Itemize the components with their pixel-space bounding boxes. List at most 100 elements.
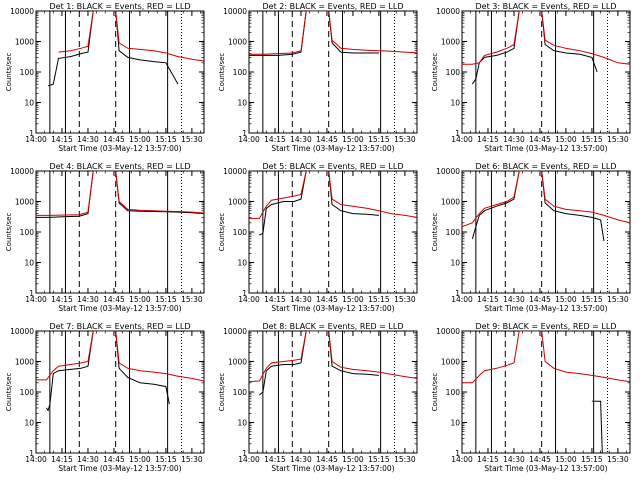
plot-frame [248,330,418,454]
series-line-events [249,11,379,56]
y-tick-label: 10 [24,99,34,108]
series-line-lld [462,331,630,384]
y-tick-label: 1000 [228,358,247,367]
y-tick-label: 1 [455,129,460,138]
plot-frame [35,170,205,294]
detector-panel-3: Det 3: BLACK = Events, RED = LLD 1 10 100 10… [431,2,631,153]
y-axis-label: Counts/sec [5,373,13,412]
x-tick-label: 14:30 [503,135,525,144]
x-tick-label: 14:15 [477,295,499,304]
detector-panel-5: Det 5: BLACK = Events, RED = LLD 1 10 100 10… [218,162,418,313]
y-tick-label: 10000 [10,327,34,336]
x-tick-label: 15:15 [368,135,390,144]
y-tick-label: 100 [20,388,35,397]
detector-panel-9: Det 9: BLACK = Events, RED = LLD 1 10 100 10… [431,322,631,473]
y-tick-label: 1000 [441,358,460,367]
x-tick-label: 15:00 [342,295,364,304]
x-tick-label: 15:15 [155,295,177,304]
x-tick-label: 14:45 [316,295,338,304]
y-axis-label: Counts/sec [5,53,13,92]
y-tick-label: 10 [450,99,460,108]
x-tick-label: 14:30 [77,135,99,144]
y-tick-label: 1000 [441,38,460,47]
x-tick-label: 15:30 [607,135,629,144]
x-tick-label: 15:00 [342,455,364,464]
x-tick-label: 15:30 [394,455,416,464]
series-line-events [36,171,204,218]
series-line-events [591,400,604,453]
panel-title: Det 2: BLACK = Events, RED = LLD [263,2,404,11]
panel-title: Det 5: BLACK = Events, RED = LLD [263,162,404,171]
detector-panel-7: Det 7: BLACK = Events, RED = LLD 1 10 100 10… [5,322,205,473]
y-tick-label: 100 [20,68,35,77]
x-tick-label: 15:00 [129,455,151,464]
x-tick-label: 15:30 [394,135,416,144]
panel-title: Det 8: BLACK = Events, RED = LLD [263,322,404,331]
y-axis-label: Counts/sec [431,213,439,252]
panel-title: Det 6: BLACK = Events, RED = LLD [476,162,617,171]
x-axis-label: Start Time (03-May-12 13:57:00) [484,464,607,473]
x-tick-label: 15:00 [342,135,364,144]
panel-title: Det 1: BLACK = Events, RED = LLD [50,2,191,11]
x-tick-label: 14:15 [264,295,286,304]
plot-frame [461,330,631,454]
plot-frame [35,330,205,454]
series-line-lld [249,171,417,219]
y-tick-label: 10000 [10,7,34,16]
x-tick-label: 14:30 [290,295,312,304]
y-tick-label: 100 [233,388,248,397]
panel-title: Det 3: BLACK = Events, RED = LLD [476,2,617,11]
y-tick-label: 10 [237,99,247,108]
x-tick-label: 15:15 [155,455,177,464]
x-tick-label: 14:30 [290,455,312,464]
x-tick-label: 15:30 [607,295,629,304]
y-axis-label: Counts/sec [5,213,13,252]
x-tick-label: 15:15 [581,295,603,304]
x-axis-label: Start Time (03-May-12 13:57:00) [271,304,394,313]
x-axis-label: Start Time (03-May-12 13:57:00) [58,144,181,153]
series-line-events [471,171,605,242]
x-tick-label: 14:30 [77,295,99,304]
x-tick-label: 14:30 [503,455,525,464]
x-tick-label: 14:45 [103,455,125,464]
plot-frame [461,170,631,294]
x-tick-label: 15:30 [181,295,203,304]
y-tick-label: 1000 [15,198,34,207]
y-tick-label: 10 [24,419,34,428]
x-tick-label: 14:00 [25,295,47,304]
panel-title: Det 7: BLACK = Events, RED = LLD [50,322,191,331]
x-tick-label: 15:15 [155,135,177,144]
series-line-lld [462,171,630,228]
y-axis-label: Counts/sec [431,53,439,92]
y-tick-label: 10000 [436,167,460,176]
x-tick-label: 14:15 [51,455,73,464]
series-line-events [47,11,179,87]
x-tick-label: 14:00 [25,455,47,464]
x-tick-label: 14:45 [103,295,125,304]
series-line-lld [249,11,417,55]
x-tick-label: 14:00 [238,455,260,464]
y-tick-label: 1 [242,449,247,458]
y-axis-label: Counts/sec [218,53,226,92]
x-axis-label: Start Time (03-May-12 13:57:00) [58,464,181,473]
x-tick-label: 14:00 [238,295,260,304]
y-axis-label: Counts/sec [218,373,226,412]
x-tick-label: 15:00 [555,295,577,304]
y-tick-label: 1 [242,289,247,298]
x-tick-label: 14:15 [51,295,73,304]
y-tick-label: 10000 [436,7,460,16]
x-tick-label: 14:30 [503,295,525,304]
y-tick-label: 10000 [436,327,460,336]
y-tick-label: 10000 [223,7,247,16]
x-tick-label: 14:45 [529,295,551,304]
x-tick-label: 15:00 [555,455,577,464]
x-tick-label: 14:30 [290,135,312,144]
x-axis-label: Start Time (03-May-12 13:57:00) [484,304,607,313]
x-tick-label: 15:15 [581,455,603,464]
panel-title: Det 4: BLACK = Events, RED = LLD [50,162,191,171]
x-tick-label: 14:45 [316,455,338,464]
series-line-events [259,171,379,236]
detector-panel-8: Det 8: BLACK = Events, RED = LLD 1 10 100 10… [218,322,418,473]
